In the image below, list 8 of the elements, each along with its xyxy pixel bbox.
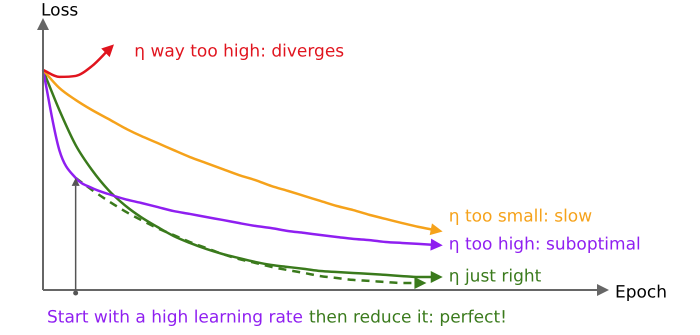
x-axis-title: Epoch [615,282,668,302]
series-label: η way too high: diverges [134,41,344,62]
series-label: η too small: slow [448,206,592,226]
text: then reduce it: perfect! [308,307,507,328]
series-label: η too high: suboptimal [448,234,641,254]
series-label: η just right [448,266,542,286]
y-axis-title: Loss [41,0,78,20]
text: Start with a high learning rate [47,307,303,328]
